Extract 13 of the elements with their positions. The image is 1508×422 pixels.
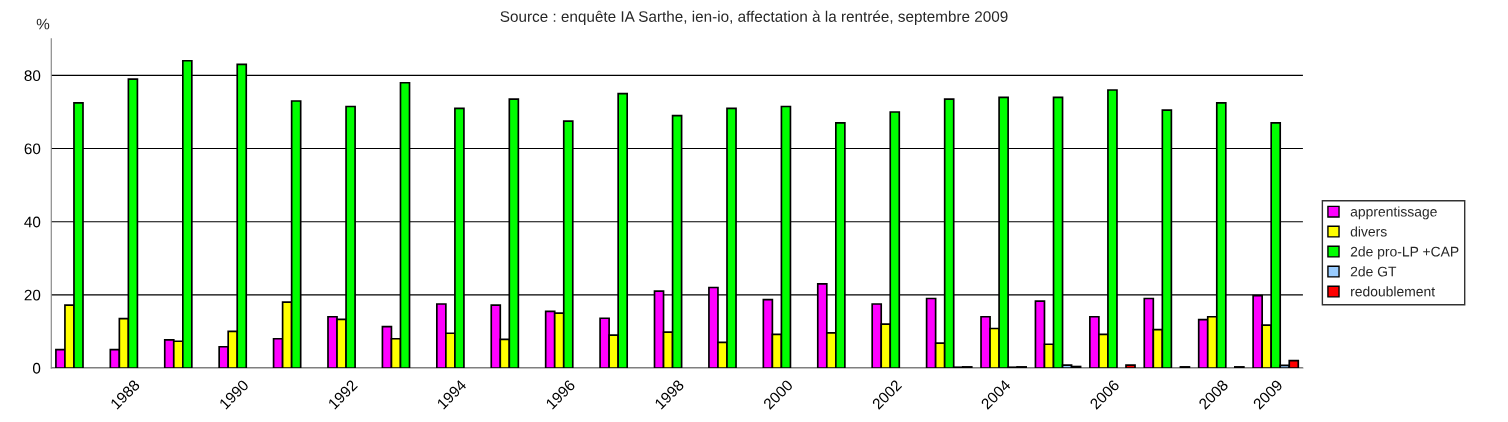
chart-title: Source : enquête IA Sarthe, ien-io, affectation à la rentrée, septembre 2009	[500, 10, 1008, 25]
bar	[1125, 364, 1136, 368]
legend-label: divers	[1350, 226, 1387, 237]
legend-label: 2de GT	[1350, 266, 1397, 277]
legend-label: redoublement	[1351, 286, 1435, 297]
legend-label: apprentissage	[1350, 206, 1437, 220]
y-tick-label: 0	[32, 362, 41, 374]
y-tick-label: 20	[24, 289, 41, 301]
y-axis-title: %	[36, 18, 50, 30]
legend-label: 2de pro-LP +CAP	[1350, 246, 1459, 260]
y-tick-label: 40	[24, 216, 41, 228]
y-tick-label: 60	[24, 143, 41, 155]
y-tick-label: 80	[24, 70, 41, 82]
